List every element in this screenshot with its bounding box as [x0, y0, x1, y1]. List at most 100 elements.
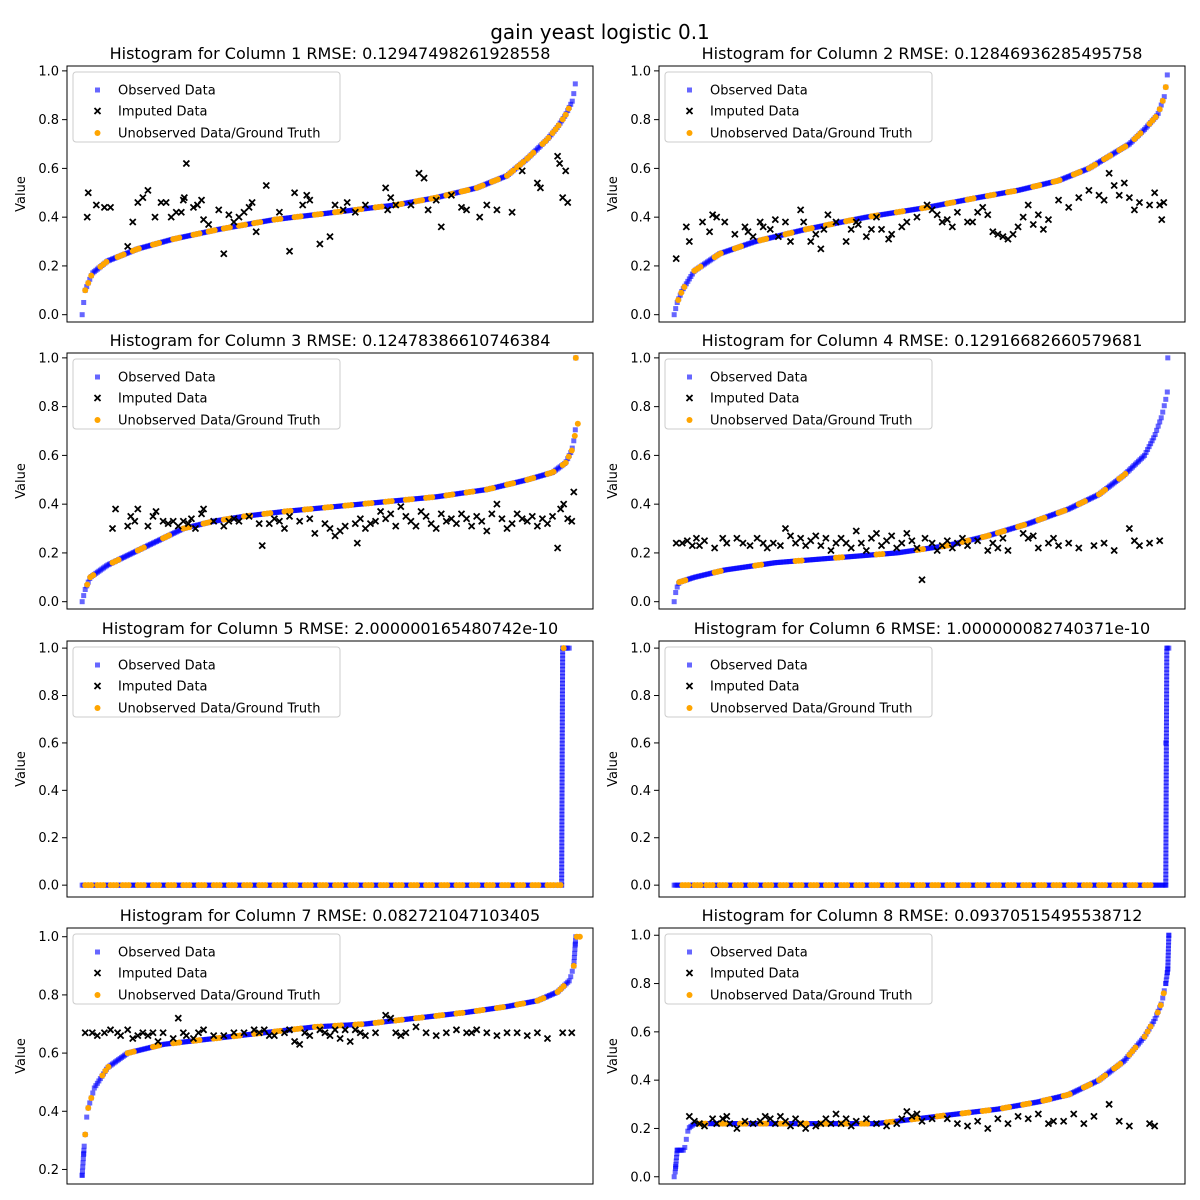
- observed-point: [559, 787, 565, 793]
- imputed-point: [424, 206, 432, 214]
- ground-truth-point: [90, 572, 97, 579]
- legend-observed-marker: [687, 949, 692, 955]
- observed-point: [1163, 840, 1169, 846]
- legend-imputed-marker: [685, 394, 694, 402]
- imputed-point: [713, 213, 721, 221]
- imputed-point: [824, 211, 832, 219]
- legend-label: Observed Data: [710, 84, 808, 99]
- legend-label: Unobserved Data/Ground Truth: [710, 414, 912, 429]
- ground-truth-point: [166, 532, 173, 539]
- imputed-point: [361, 1032, 370, 1040]
- imputed-point: [339, 206, 347, 214]
- legend: Observed Data Imputed Data Unobserved Data…: [72, 358, 341, 430]
- observed-point: [671, 1174, 677, 1180]
- imputed-point: [129, 218, 137, 226]
- legend-label: Unobserved Data/Ground Truth: [118, 702, 320, 717]
- ground-truth-point: [307, 505, 314, 512]
- observed-point: [1163, 765, 1169, 771]
- ground-truth-point: [115, 556, 122, 563]
- imputed-point: [111, 505, 120, 513]
- ground-truth-point: [297, 213, 304, 220]
- imputed-point: [555, 159, 564, 168]
- imputed-series: [81, 1011, 576, 1048]
- subplot-title: Histogram for Column 8 RMSE: 0.093705154…: [702, 906, 1143, 925]
- ground-truth-point: [995, 882, 1002, 889]
- imputed-point: [984, 1124, 992, 1133]
- imputed-point: [746, 541, 754, 550]
- observed-point: [559, 688, 565, 694]
- y-tick-label: 1.0: [630, 351, 651, 366]
- imputed-point: [548, 512, 557, 520]
- imputed-point: [149, 1029, 157, 1037]
- imputed-point: [483, 527, 491, 535]
- imputed-point: [723, 539, 731, 547]
- observed-point: [559, 709, 565, 715]
- y-tick-label: 0.4: [630, 1074, 651, 1089]
- legend-ground-truth-marker: [686, 130, 693, 136]
- observed-point: [1163, 740, 1169, 746]
- y-tick-label: 0.8: [630, 400, 651, 415]
- legend-observed-marker: [687, 662, 692, 668]
- y-tick-label: 0.6: [38, 162, 59, 177]
- y-tick-label: 1.0: [630, 929, 651, 944]
- y-tick-label: 1.0: [38, 351, 59, 366]
- observed-point: [1165, 355, 1171, 361]
- imputed-point: [182, 1032, 190, 1040]
- imputed-point: [508, 208, 516, 216]
- ground-truth-point: [105, 1063, 112, 1070]
- ground-truth-point: [103, 258, 110, 265]
- y-tick-label: 1.0: [630, 64, 651, 79]
- observed-point: [559, 698, 565, 704]
- observed-point: [1163, 776, 1169, 782]
- imputed-point: [1049, 1117, 1058, 1125]
- imputed-point: [437, 223, 445, 231]
- imputed-point: [1145, 1119, 1154, 1128]
- ground-truth-point: [985, 1107, 992, 1114]
- imputed-point: [817, 245, 825, 253]
- imputed-point: [498, 515, 506, 523]
- observed-point: [559, 702, 565, 708]
- imputed-point: [452, 520, 461, 528]
- ground-truth-point: [1026, 1100, 1033, 1107]
- imputed-point: [235, 517, 243, 525]
- imputed-point: [1044, 215, 1053, 224]
- observed-point: [674, 1154, 680, 1160]
- observed-point: [1160, 409, 1166, 415]
- subplot-title: Histogram for Column 1 RMSE: 0.129474982…: [110, 44, 551, 63]
- y-tick-label: 0.2: [630, 1122, 651, 1137]
- imputed-point: [488, 510, 496, 518]
- imputed-point: [422, 1029, 430, 1037]
- figure-title: gain yeast logistic 0.1: [490, 20, 710, 44]
- observed-point: [559, 790, 565, 796]
- legend-imputed-marker: [93, 394, 102, 402]
- observed-point: [559, 815, 565, 821]
- observed-point: [566, 645, 572, 651]
- imputed-point: [341, 522, 349, 530]
- legend-box: [664, 71, 933, 143]
- imputed-point: [973, 537, 982, 545]
- ground-truth-point: [231, 882, 238, 889]
- ground-truth-point: [140, 882, 147, 889]
- observed-point: [674, 1147, 680, 1153]
- imputed-point: [159, 517, 167, 525]
- imputed-point: [93, 1032, 101, 1040]
- imputed-point: [888, 532, 896, 540]
- imputed-point: [376, 507, 385, 516]
- imputed-point: [1151, 189, 1159, 197]
- imputed-point: [847, 544, 855, 552]
- imputed-point: [134, 505, 142, 513]
- ground-truth-point: [1071, 882, 1078, 889]
- imputed-point: [1090, 1112, 1098, 1121]
- imputed-point: [518, 515, 526, 523]
- imputed-point: [739, 539, 747, 547]
- ground-truth-point: [444, 882, 451, 889]
- imputed-point: [131, 517, 139, 525]
- ground-truth-point: [84, 581, 91, 588]
- imputed-point: [331, 1026, 339, 1034]
- imputed-point: [248, 198, 256, 207]
- imputed-point: [154, 1037, 162, 1046]
- observed-point: [1165, 946, 1171, 952]
- observed-point: [571, 91, 577, 97]
- ground-truth-point: [338, 882, 345, 889]
- observed-point: [79, 1168, 85, 1174]
